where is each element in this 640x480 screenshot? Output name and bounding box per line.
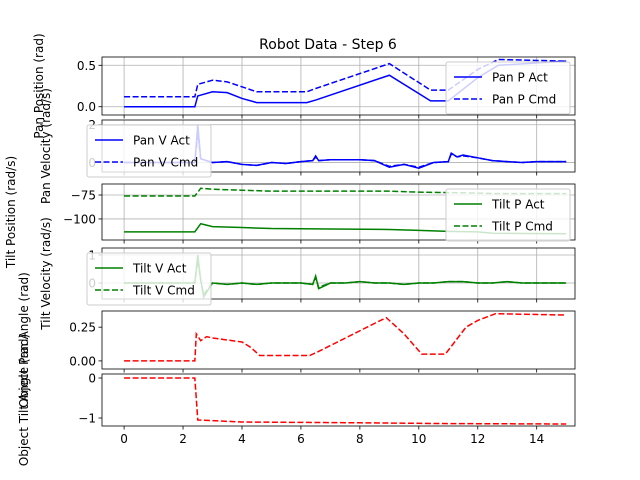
y-tick-label: 0.5 bbox=[77, 59, 96, 73]
y-axis-label: Object Tilt Angle (rad) bbox=[17, 334, 31, 466]
axes-frame bbox=[101, 373, 576, 427]
x-tick-label: 6 bbox=[297, 432, 305, 446]
y-tick-label: −1 bbox=[78, 412, 96, 426]
y-tick-label: 0.0 bbox=[77, 100, 96, 114]
y-axis-label: Pan Position (rad) bbox=[32, 33, 46, 138]
legend-label: Tilt P Cmd bbox=[491, 220, 553, 234]
x-tick-label: 12 bbox=[470, 432, 485, 446]
y-axis-label: Tilt Position (rad/s) bbox=[4, 156, 18, 269]
legend-label: Tilt V Cmd bbox=[132, 284, 195, 298]
legend-label: Pan V Cmd bbox=[133, 156, 198, 170]
legend-label: Tilt P Act bbox=[491, 198, 545, 212]
x-tick-label: 0 bbox=[120, 432, 128, 446]
figure-title: Robot Data - Step 6 bbox=[259, 37, 397, 53]
x-tick-label: 2 bbox=[179, 432, 187, 446]
y-axis-label: Pan Velocity (rad/s) bbox=[39, 88, 53, 204]
legend-label: Pan P Act bbox=[492, 71, 548, 85]
legend-box bbox=[445, 188, 571, 242]
axes-frame bbox=[101, 183, 576, 241]
data-line bbox=[124, 377, 567, 425]
legend-label: Tilt V Act bbox=[132, 262, 187, 276]
y-axis-label: Object Pan Angle (rad) bbox=[17, 272, 31, 408]
data-line bbox=[124, 58, 567, 98]
legend-label: Pan P Cmd bbox=[492, 93, 556, 107]
y-tick-label: 0.00 bbox=[69, 354, 96, 368]
data-line bbox=[124, 312, 567, 362]
y-tick-label: 0 bbox=[88, 372, 96, 386]
x-tick-label: 8 bbox=[356, 432, 364, 446]
legend-box bbox=[86, 124, 212, 178]
legend-label: Pan V Act bbox=[133, 134, 190, 148]
x-tick-label: 4 bbox=[238, 432, 246, 446]
x-tick-label: 14 bbox=[529, 432, 544, 446]
x-tick-label: 10 bbox=[411, 432, 426, 446]
axes-frame bbox=[101, 56, 576, 116]
y-tick-label: −100 bbox=[63, 212, 96, 226]
legend-box bbox=[86, 252, 212, 306]
y-axis-label: Tilt Velocity (rad/s) bbox=[39, 217, 53, 331]
legend-box bbox=[445, 61, 571, 115]
y-tick-label: 0.25 bbox=[69, 321, 96, 335]
axes-frame bbox=[101, 310, 576, 370]
y-tick-label: −75 bbox=[71, 189, 96, 203]
